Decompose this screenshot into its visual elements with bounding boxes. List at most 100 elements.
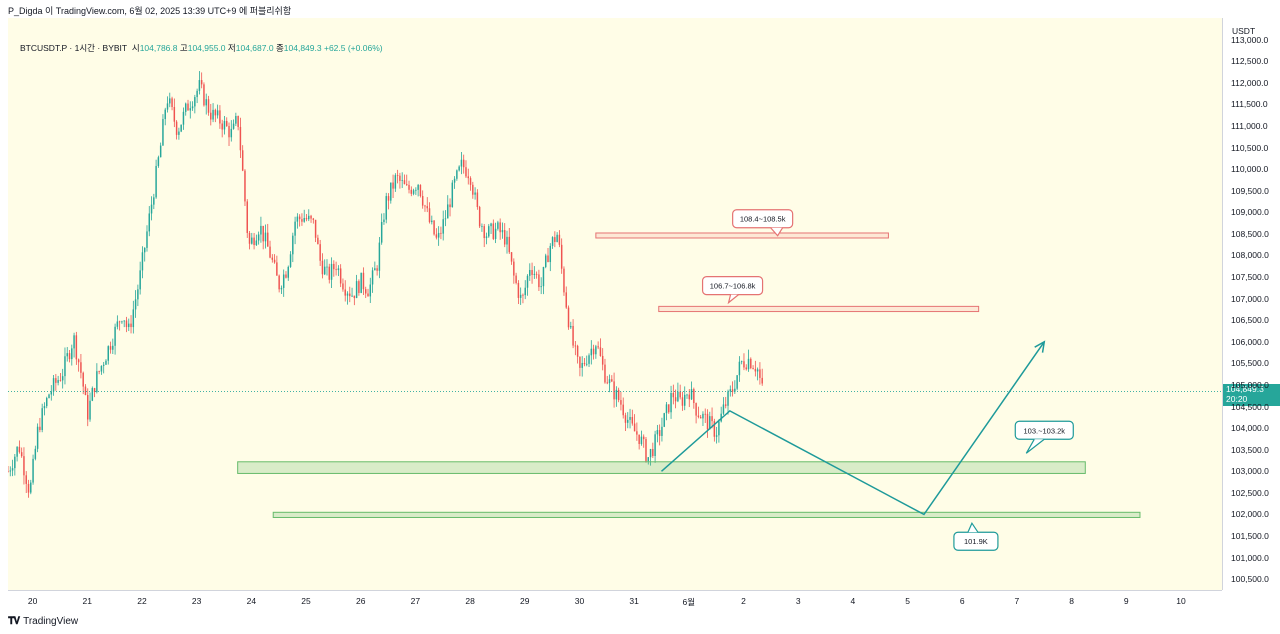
candle-body [406,184,408,185]
candle-body [30,482,32,493]
candle-body [588,355,590,364]
candle-body [542,267,545,287]
candle-body [704,413,706,415]
candle-body [576,345,579,357]
tradingview-logo[interactable]: 𝐓𝐕 TradingView [8,616,78,627]
bar-countdown: 20:20 [1226,394,1248,405]
x-tick-label: 24 [246,596,257,606]
candle-body [399,175,401,181]
price-axis[interactable]: USDT 104,849.3 20:20 100,500.0 101,000.0 1… [1222,18,1280,590]
projection-path [660,341,1045,516]
candle-body [14,456,16,469]
candle-body [652,449,654,456]
candle-body [437,232,440,238]
candle-body [346,293,349,296]
candle-body [599,347,602,356]
candle-body [84,386,87,396]
candle-body [456,170,458,179]
candle-body [499,222,501,233]
callout-0: 108.4~108.5k [732,209,794,237]
candle-body [421,195,424,206]
candle-body [246,201,248,233]
candle-body [16,446,18,457]
candle-body [20,452,23,457]
candle-body [481,226,483,227]
candle-body [679,391,681,398]
candle-body [18,446,21,453]
candle-body [105,360,107,365]
candle-body [248,232,251,244]
candle-body [41,408,43,430]
candle-body [647,457,650,462]
candle-body [134,299,137,310]
candle-body [565,292,567,308]
candle-body [597,346,599,348]
candle-body [200,80,203,85]
candle-body [663,413,665,427]
candle-body [232,123,235,129]
candle-body [709,416,711,430]
candle-body [55,378,57,383]
candle-body [93,388,96,393]
time-axis[interactable]: 20 21 22 23 24 25 26 27 28 29 30 31 6월 2 3 4 5 6 7 8 9 10 [8,590,1222,611]
candle-body [102,364,105,366]
candle-body [130,323,132,328]
candle-body [476,192,479,208]
candle-body [683,394,686,406]
candle-body [611,379,613,382]
candle-body [624,415,627,423]
candle-body [118,321,121,323]
header-bar: P_Digda 이 TradingView.com, 6월 02, 2025 1… [0,0,1280,20]
candle-body [235,116,237,124]
candle-body [303,218,305,222]
candle-body [462,159,465,168]
candle-body [155,165,157,198]
candle-body [392,182,394,189]
candle-body [244,170,246,202]
candle-body [89,400,91,420]
candle-body [153,197,155,205]
candle-body [677,391,679,402]
candle-body [221,123,223,130]
candle-body [308,215,310,220]
candle-body [572,325,574,346]
x-tick-label: 31 [629,596,639,606]
chart-area[interactable]: 108.4~108.5k 106.7~106.8k 103.~103.2k 101.9… [8,18,1222,590]
candle-body [276,262,278,276]
candle-body [595,346,597,355]
candle-body [608,379,611,384]
candle-body [64,356,66,377]
candle-body [121,321,123,323]
candle-body [465,167,467,177]
legend-low: 104,687.0 [235,43,274,53]
candle-body [672,392,675,398]
candle-body [715,435,718,437]
candle-body [164,109,166,120]
candle-body [349,293,351,297]
candle-body [722,404,725,414]
y-tick-label: 102,000.0 [1231,509,1269,520]
candle-body [702,413,704,419]
callout-tail [1025,438,1045,454]
candle-body [401,180,403,182]
candle-body [554,237,556,242]
callout-label: 106.7~106.8k [710,282,756,291]
candle-body [298,216,301,220]
candle-body [34,448,37,459]
callout-box [732,209,794,229]
candlestick-chart[interactable]: 108.4~108.5k 106.7~106.8k 103.~103.2k 101.9… [8,18,1222,590]
candle-body [216,110,219,116]
legend-symbol: BTCUSDT.P · 1시간 · BYBIT [20,43,128,53]
candle-body [515,275,517,283]
candle-body [353,295,356,299]
candle-body [255,240,258,246]
candle-body [23,456,25,476]
candle-body [547,255,549,263]
candle-body [43,406,46,409]
candle-body [175,121,178,135]
candle-body [66,353,68,357]
candle-body [606,382,608,384]
callout-tail [967,521,979,533]
candle-body [668,404,670,413]
candle-body [761,377,763,384]
